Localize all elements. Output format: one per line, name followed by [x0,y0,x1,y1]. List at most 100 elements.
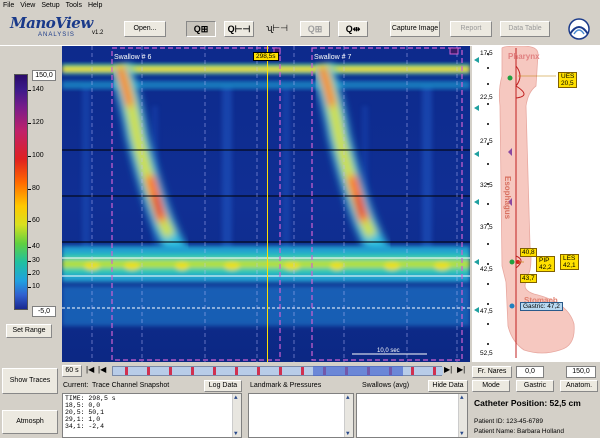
show-traces-button[interactable]: Show Traces [2,368,58,394]
tick-mark [28,90,31,91]
region-pharynx: Pharynx [508,52,540,61]
ues-label: UES [561,73,575,80]
zoom-fit-button[interactable]: Q⇹ [338,21,368,37]
capture-image-button[interactable]: Capture Image [390,21,440,37]
set-range-button[interactable]: Set Range [6,324,52,338]
tick-mark [28,189,31,190]
open-button[interactable]: Open... [124,21,166,37]
tick-mark [28,156,31,157]
swallows-scrollbar[interactable] [458,394,467,437]
scale-tick-20: 20 [32,270,40,277]
tick-mark [28,261,31,262]
fr-nares-button[interactable]: Fr. Nares [472,366,512,378]
scale-tick-40: 40 [32,243,40,250]
nares-value-field[interactable]: 0,0 [516,366,544,378]
menu-file[interactable]: File [3,2,15,9]
anatom-button[interactable]: Anatom. [560,380,598,392]
step-back-icon[interactable]: |◀ [98,365,107,374]
pressure-color-scale: 150,0 140 120 100 80 60 40 30 20 10 -5,0 [4,66,60,318]
zoom-horizontal-icon: Q⊞ [193,24,209,34]
snapshot-line: 20,5: 50,1 [65,409,105,416]
logo-sub: ANALYSIS [38,32,75,38]
data-table-button[interactable]: Data Table [500,21,550,37]
zoom-cursor-button[interactable]: ʯ⊢⊣ [262,21,292,37]
scale-max-field[interactable]: 150,0 [32,70,56,81]
menu-tools[interactable]: Tools [65,2,82,9]
marker-top[interactable]: 40,8 [520,248,537,257]
report-button[interactable]: Report [450,21,492,37]
pip-marker[interactable]: PIP 42,2 [536,256,555,272]
hide-data-button[interactable]: Hide Data [428,380,468,392]
time-scale-label: 10,0 sec [377,348,400,354]
region-esophagus: Esophagus [503,176,512,220]
scale-min-field[interactable]: -5,0 [32,306,56,317]
zoom-range-button[interactable]: Q⊢⊣ [224,21,254,37]
menu-help[interactable]: Help [87,2,103,9]
snapshot-scrollbar[interactable] [232,394,241,437]
current-label: Current: [63,382,89,389]
ues-value: 20,5 [561,80,574,87]
timeline-bar: 60 s |◀ |◀ ▶| ▶| [62,365,470,377]
depth-tick-27: 27,5 [480,138,493,145]
depth-tick-42: 42,5 [480,266,493,273]
zoom-box-icon: Q⊞ [307,24,323,34]
tick-mark [28,274,31,275]
les-label: LES [563,255,576,262]
color-gradient-bar [14,74,28,310]
skip-start-icon[interactable]: |◀ [86,365,95,374]
scale-tick-120: 120 [32,119,44,126]
time-marker[interactable]: 298,5s [253,52,279,61]
swallow-6-label[interactable]: Swallow # 6 [114,54,152,61]
log-data-button[interactable]: Log Data [204,380,242,392]
marker-bottom[interactable]: 43,7 [520,274,537,283]
gastric-marker[interactable]: Gastric: 47,2 [520,302,563,311]
menu-view[interactable]: View [20,2,36,9]
skip-end-icon[interactable]: ▶| [457,365,466,374]
landmarks-list[interactable] [248,393,354,438]
mode-button[interactable]: Mode [472,380,510,392]
pip-label: PIP [539,257,550,264]
scale-tick-30: 30 [32,257,40,264]
window-size-button[interactable]: 60 s [62,365,82,377]
depth-tick-32: 32,5 [480,182,493,189]
tick-mark [28,123,31,124]
pressure-topography-plot[interactable]: Swallow # 6 Swallow # 7 298,5s 10,0 sec [62,46,470,362]
timeline-window-thumb[interactable] [313,366,403,376]
swallow-7-label[interactable]: Swallow # 7 [314,54,352,61]
scale-tick-100: 100 [32,152,44,159]
menu-bar: File View Setup Tools Help [0,0,600,12]
tick-mark [28,221,31,222]
tick-mark [28,287,31,288]
range-value-field[interactable]: 150,0 [566,366,596,378]
snapshot-list[interactable]: TIME: 298,5 s 18,5: 0,0 20,5: 50,1 29,1:… [62,393,242,438]
anatomy-panel: Pharynx Esophagus Stomach 17,5 22,5 27,5… [472,46,600,362]
landmarks-label: Landmark & Pressures [250,382,322,389]
step-forward-icon[interactable]: ▶| [444,365,453,374]
menu-setup[interactable]: Setup [41,2,60,9]
atmosph-button[interactable]: Atmosph [2,410,58,434]
depth-tick-17: 17,5 [480,50,493,57]
snapshot-line: TIME: 298,5 s [65,395,116,402]
timeline-track[interactable] [112,366,443,376]
scale-tick-140: 140 [32,86,44,93]
topography-canvas [62,46,470,362]
scale-tick-80: 80 [32,185,40,192]
snapshot-line: 34,1: -2,4 [65,423,105,430]
tick-mark [28,247,31,248]
landmarks-scrollbar[interactable] [344,394,353,437]
patient-id: Patient ID: 123-45-6789 [474,418,544,425]
zoom-fit-icon: Q⇹ [345,24,361,34]
zoom-horizontal-button[interactable]: Q⊞ [186,21,216,37]
les-marker[interactable]: LES 42,1 [560,254,579,270]
brand-icon [566,18,592,40]
snapshot-line: 18,5: 0,0 [65,402,101,409]
ues-marker[interactable]: UES 20,5 [558,72,578,88]
swallows-list[interactable] [356,393,468,438]
scale-tick-10: 10 [32,283,40,290]
zoom-cursor-icon: ʯ⊢⊣ [266,23,288,33]
gastric-button[interactable]: Gastric [516,380,554,392]
depth-tick-47: 47,5 [480,308,493,315]
depth-tick-22: 22,5 [480,94,493,101]
zoom-box-button[interactable]: Q⊞ [300,21,330,37]
catheter-position: Catheter Position: 52,5 cm [474,398,581,408]
